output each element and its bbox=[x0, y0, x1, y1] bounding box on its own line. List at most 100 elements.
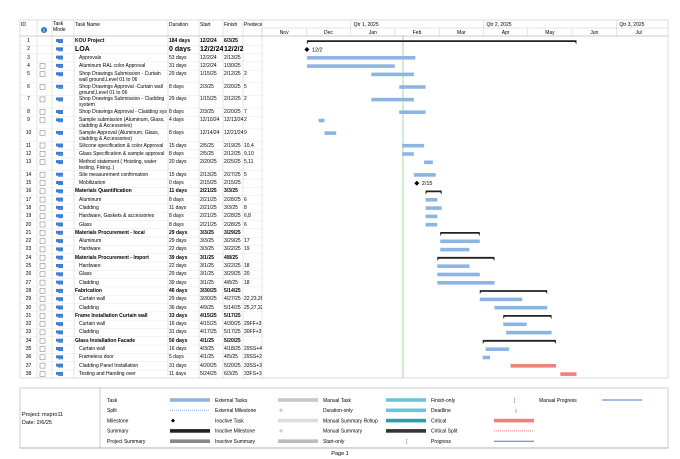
legend-swatch bbox=[386, 418, 426, 423]
task-name: Curtain wall bbox=[79, 321, 106, 328]
task-name: Hardware, Gaskets & accessories bbox=[79, 213, 155, 220]
indicator-icon bbox=[39, 84, 46, 90]
row-id: 16 bbox=[25, 188, 32, 195]
finish: 3/22/25 bbox=[224, 263, 241, 269]
start: 2/21/25 bbox=[200, 188, 217, 195]
finish: 2/15/25 bbox=[224, 180, 241, 186]
mode-icon-base bbox=[58, 58, 63, 60]
duration: 8 days bbox=[169, 83, 184, 90]
task-bar bbox=[318, 118, 325, 123]
mode-icon-base bbox=[58, 75, 63, 77]
column-header: Predeces bbox=[244, 22, 262, 28]
duration: 11 days bbox=[169, 370, 187, 377]
indicator-icon bbox=[39, 159, 46, 165]
duration: 11 days bbox=[169, 204, 187, 211]
task-name: Shop Drawings Submission - Curtain wall … bbox=[79, 71, 161, 83]
legend-label: Duration-only bbox=[323, 408, 353, 414]
legend-label: Deadline bbox=[431, 408, 451, 414]
mode-icon bbox=[56, 214, 63, 218]
mode-icon bbox=[56, 197, 63, 201]
mode-icon bbox=[56, 63, 63, 67]
predecessors: 8 bbox=[244, 204, 247, 211]
mode-icon-base bbox=[58, 366, 63, 368]
indicator-icon bbox=[39, 371, 46, 377]
predecessors: 2 bbox=[244, 71, 247, 78]
duration: 16 days bbox=[169, 346, 187, 352]
task-bar bbox=[437, 272, 480, 277]
start: 3/30/25 bbox=[200, 287, 217, 294]
duration: 0 days bbox=[169, 180, 184, 186]
row-id: 15 bbox=[25, 180, 32, 186]
duration: 31 days bbox=[169, 362, 187, 369]
duration: 29 days bbox=[169, 229, 188, 236]
start: 12/2/24 bbox=[200, 46, 223, 53]
row-id: 21 bbox=[25, 229, 32, 236]
legend-swatch: [ bbox=[406, 439, 408, 445]
start: 12/2/24 bbox=[200, 62, 217, 69]
start: 2/3/25 bbox=[200, 109, 214, 115]
indicator-icon bbox=[39, 109, 46, 115]
start: 3/3/25 bbox=[200, 238, 214, 245]
column-header: Finish bbox=[224, 22, 238, 28]
legend-label: External Tasks bbox=[215, 398, 248, 404]
start: 12/14/24 bbox=[200, 129, 220, 136]
mode-icon bbox=[56, 222, 63, 226]
task-bar bbox=[494, 305, 548, 310]
mode-icon bbox=[56, 160, 63, 164]
mode-icon bbox=[56, 347, 63, 350]
task-name: Cladding bbox=[79, 204, 99, 211]
duration: 31 days bbox=[169, 329, 187, 336]
duration: 8 days bbox=[169, 150, 184, 157]
task-name: Mobilization bbox=[79, 180, 106, 186]
mode-icon-base bbox=[58, 242, 63, 244]
mode-icon bbox=[56, 189, 63, 193]
row-id: 5 bbox=[27, 71, 30, 78]
mode-icon bbox=[56, 330, 63, 334]
row-id: 13 bbox=[25, 159, 32, 166]
milestone-label: 2/15 bbox=[422, 181, 433, 187]
start: 2/21/25 bbox=[200, 213, 217, 220]
task-bar bbox=[437, 264, 470, 268]
duration: 184 days bbox=[169, 38, 191, 44]
predecessors: 22,23,26 bbox=[244, 296, 262, 303]
summary-bar bbox=[440, 232, 480, 236]
indicator-icon bbox=[39, 142, 46, 149]
task-name: Materials Procurement - Import bbox=[75, 254, 149, 261]
mode-icon-base bbox=[58, 133, 63, 135]
start: 12/2/24 bbox=[200, 38, 217, 44]
legend-swatch bbox=[278, 398, 318, 402]
mode-icon-base bbox=[58, 300, 63, 302]
start: 3/1/25 bbox=[200, 263, 214, 269]
legend-swatch bbox=[170, 398, 210, 402]
task-name: Curtain wall bbox=[79, 296, 106, 303]
mode-icon-base bbox=[58, 275, 63, 277]
finish: 4/5/25 bbox=[224, 354, 238, 361]
task-bar bbox=[479, 297, 523, 302]
legend-label: Start-only bbox=[323, 439, 345, 445]
task-name: Materials Quantification bbox=[75, 188, 132, 195]
duration: 0 days bbox=[169, 46, 191, 53]
indicator-icon bbox=[39, 205, 46, 211]
indicator-icon bbox=[39, 71, 46, 77]
indicator-icon bbox=[39, 313, 46, 319]
finish: 5/20/25 bbox=[224, 337, 241, 344]
start: 2/20/25 bbox=[200, 159, 217, 166]
row-id: 10 bbox=[25, 129, 32, 136]
finish: 2/25/25 bbox=[224, 159, 241, 166]
indicator-icon bbox=[39, 337, 46, 344]
task-name: Shop Drawings Approval - Cladding system bbox=[79, 109, 167, 115]
duration: 53 days bbox=[169, 54, 187, 61]
legend-label: External Milestone bbox=[215, 408, 256, 414]
summary-bar bbox=[482, 339, 556, 344]
start: 3/3/25 bbox=[200, 229, 214, 236]
indicator-icon bbox=[39, 117, 46, 124]
duration: 39 days bbox=[169, 254, 188, 261]
mode-icon bbox=[56, 110, 63, 113]
task-bar bbox=[399, 110, 426, 114]
summary-bar bbox=[503, 315, 552, 319]
task-name: KOU Project bbox=[75, 38, 105, 44]
mode-icon-base bbox=[58, 217, 63, 219]
duration: 29 days bbox=[169, 71, 187, 78]
mode-icon-base bbox=[58, 333, 63, 335]
legend-label: Project Summary bbox=[107, 439, 146, 445]
